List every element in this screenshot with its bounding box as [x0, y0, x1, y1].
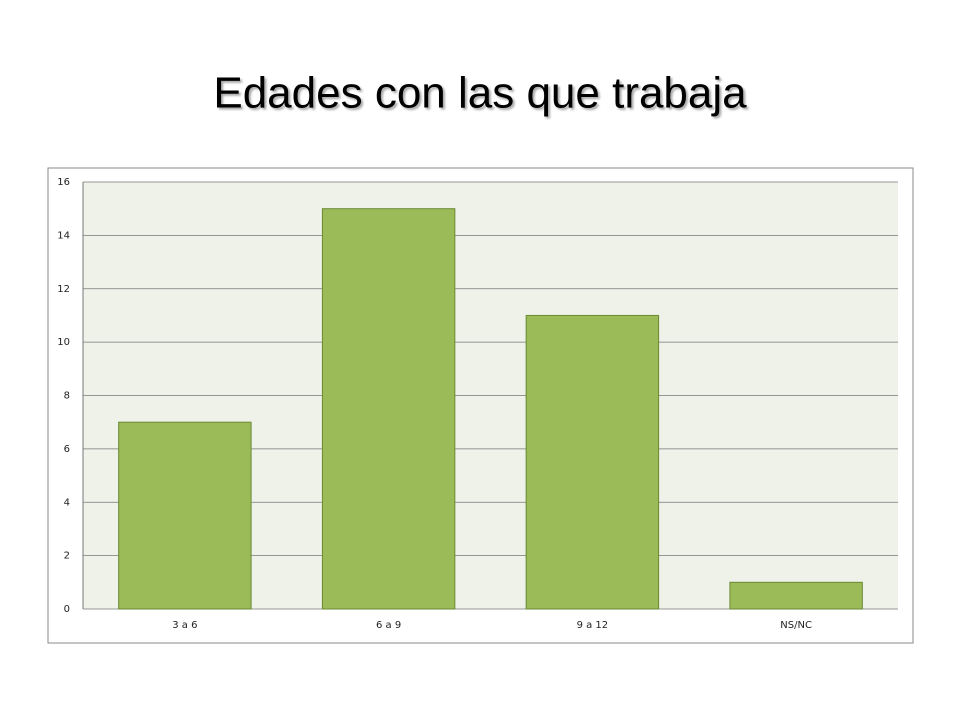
y-tick-label: 16: [57, 177, 70, 188]
y-tick-label: 14: [57, 230, 70, 241]
y-tick-label: 0: [64, 604, 70, 615]
y-tick-label: 4: [64, 497, 70, 508]
y-tick-label: 2: [64, 551, 70, 562]
x-tick-label: NS/NC: [780, 620, 812, 631]
bar: [118, 421, 252, 610]
y-tick-label: 12: [57, 284, 70, 295]
x-tick-label: 6 a 9: [376, 620, 401, 631]
x-tick-label: 9 a 12: [577, 620, 609, 631]
y-tick-label: 6: [64, 444, 70, 455]
bar: [525, 314, 660, 610]
bar: [729, 581, 863, 610]
bar: [321, 208, 456, 610]
chart-title: Edades con las que trabaja: [213, 69, 747, 118]
y-tick-label: 10: [57, 337, 70, 348]
y-tick-label: 8: [64, 391, 70, 402]
x-tick-label: 3 a 6: [172, 620, 197, 631]
